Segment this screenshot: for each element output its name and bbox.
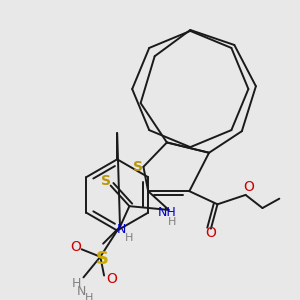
Text: N: N <box>117 223 127 236</box>
Text: H: H <box>85 293 93 300</box>
Text: H: H <box>168 217 177 227</box>
Text: N: N <box>77 285 86 298</box>
Text: O: O <box>243 180 254 194</box>
Text: S: S <box>133 160 143 174</box>
Text: H: H <box>125 233 134 243</box>
Text: S: S <box>101 174 111 188</box>
Text: O: O <box>70 240 81 254</box>
Text: O: O <box>206 226 216 240</box>
Text: H: H <box>71 277 81 290</box>
Text: O: O <box>106 272 117 286</box>
Text: NH: NH <box>158 206 176 219</box>
Text: S: S <box>96 250 109 268</box>
